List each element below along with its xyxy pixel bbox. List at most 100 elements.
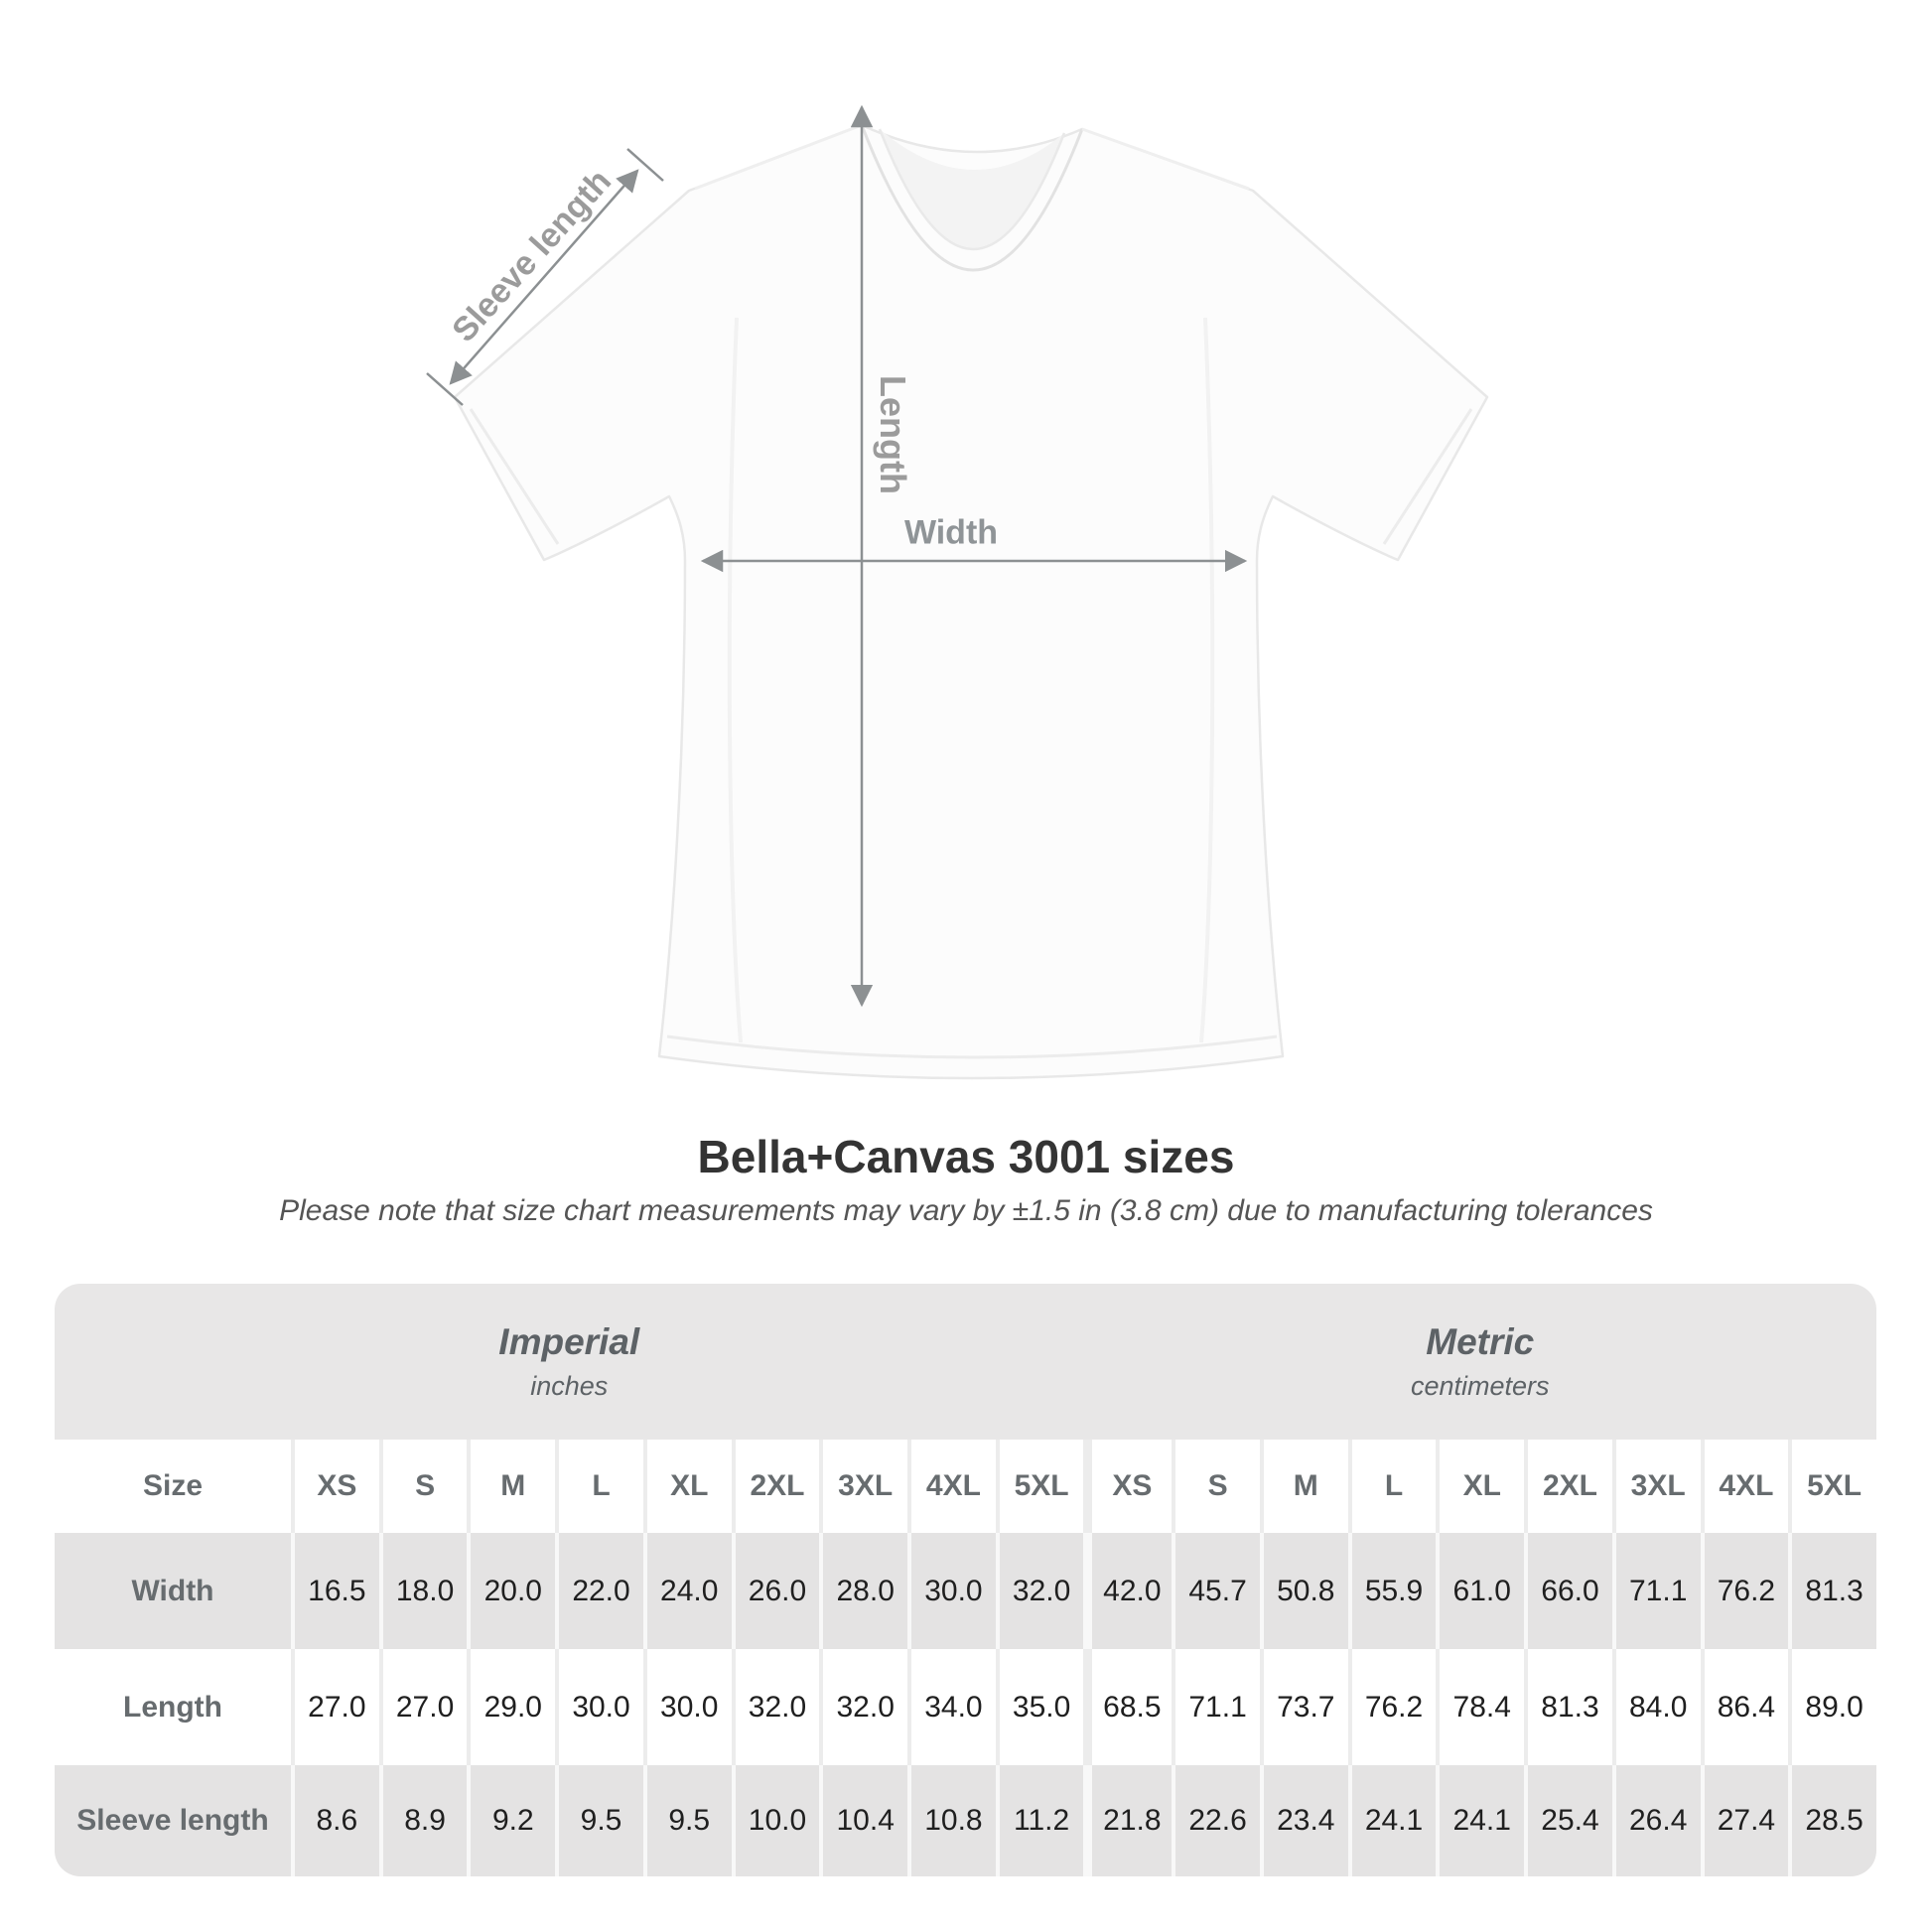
cell: 55.9	[1347, 1533, 1437, 1649]
cell: 45.7	[1172, 1533, 1260, 1649]
column-header: S	[1172, 1440, 1260, 1533]
column-header: M	[1259, 1440, 1348, 1533]
cell: 9.5	[642, 1765, 732, 1876]
cell: 81.3	[1524, 1649, 1612, 1765]
table-row-width: Width 16.5 18.0 20.0 22.0 24.0 26.0 28.0…	[55, 1533, 1876, 1649]
cell: 32.0	[995, 1533, 1084, 1649]
cell: 10.0	[731, 1765, 820, 1876]
hem-stitch	[666, 1035, 1278, 1059]
imperial-unit: inches	[530, 1371, 609, 1401]
size-col-header: Size	[142, 1469, 204, 1502]
cell: 9.5	[555, 1765, 643, 1876]
cell: 21.8	[1083, 1765, 1172, 1876]
cell: 86.4	[1700, 1649, 1789, 1765]
length-label: Length	[873, 375, 913, 494]
cell: 27.0	[291, 1649, 379, 1765]
cell: 76.2	[1700, 1533, 1789, 1649]
cell: 26.0	[731, 1533, 820, 1649]
metric-group-header: Metric centimeters	[1084, 1284, 1877, 1440]
cell: 10.8	[907, 1765, 996, 1876]
table-row-length: Length 27.0 27.0 29.0 30.0 30.0 32.0 32.…	[55, 1649, 1876, 1765]
size-table: Imperial inches Metric centimeters Size …	[55, 1284, 1876, 1876]
cell: 27.0	[378, 1649, 468, 1765]
cell: 73.7	[1259, 1649, 1348, 1765]
column-header: 4XL	[907, 1440, 996, 1533]
right-cuff-seam	[1382, 408, 1473, 545]
page-title: Bella+Canvas 3001 sizes	[697, 1131, 1235, 1182]
column-header: 5XL	[1788, 1440, 1876, 1533]
width-label: Width	[903, 513, 999, 552]
cell: 34.0	[907, 1649, 996, 1765]
column-header: 2XL	[1524, 1440, 1612, 1533]
cell: 68.5	[1083, 1649, 1172, 1765]
column-header: XL	[642, 1440, 732, 1533]
cell: 89.0	[1788, 1649, 1876, 1765]
size-header-row: Size XS S M L XL 2XL 3XL 4XL 5XL XS S M …	[55, 1440, 1876, 1533]
page-subtitle: Please note that size chart measurements…	[279, 1194, 1653, 1227]
imperial-group-header: Imperial inches	[55, 1284, 1084, 1440]
cell: 28.0	[819, 1533, 907, 1649]
right-shoulder-seam	[1081, 127, 1250, 191]
column-header: M	[467, 1440, 555, 1533]
cell: 23.4	[1259, 1765, 1348, 1876]
cell: 30.0	[907, 1533, 996, 1649]
neck-opening	[880, 129, 1064, 250]
tshirt-diagram: Sleeve length Length Width	[426, 104, 1489, 1080]
metric-unit: centimeters	[1410, 1371, 1550, 1401]
cell: 18.0	[378, 1533, 468, 1649]
cell: 10.4	[819, 1765, 907, 1876]
left-cuff-seam	[469, 408, 560, 545]
body-fold-left	[727, 317, 743, 1043]
cell: 81.3	[1788, 1533, 1876, 1649]
cell: 42.0	[1083, 1533, 1172, 1649]
cell: 24.0	[642, 1533, 732, 1649]
row-label: Length	[123, 1690, 222, 1724]
cell: 76.2	[1347, 1649, 1437, 1765]
cell: 22.6	[1172, 1765, 1260, 1876]
cell: 71.1	[1611, 1533, 1701, 1649]
column-header: XL	[1436, 1440, 1524, 1533]
cell: 28.5	[1788, 1765, 1876, 1876]
left-shoulder-seam	[694, 123, 863, 191]
row-label: Width	[131, 1574, 214, 1607]
cell: 22.0	[555, 1533, 643, 1649]
column-header: XS	[291, 1440, 379, 1533]
metric-label: Metric	[1426, 1321, 1535, 1362]
body-fold-right	[1199, 317, 1215, 1043]
cell: 71.1	[1172, 1649, 1260, 1765]
cell: 24.1	[1347, 1765, 1437, 1876]
column-header: 3XL	[819, 1440, 907, 1533]
cell: 26.4	[1611, 1765, 1701, 1876]
imperial-label: Imperial	[498, 1321, 640, 1362]
cell: 11.2	[995, 1765, 1084, 1876]
tshirt-illustration	[426, 104, 1489, 1080]
column-header: 5XL	[995, 1440, 1084, 1533]
collar-outer-edge	[860, 124, 1084, 272]
cell: 35.0	[995, 1649, 1084, 1765]
unit-band-row: Imperial inches Metric centimeters	[55, 1284, 1876, 1440]
cell: 29.0	[467, 1649, 555, 1765]
row-label: Sleeve length	[76, 1804, 269, 1837]
cell: 50.8	[1259, 1533, 1348, 1649]
cell: 20.0	[467, 1533, 555, 1649]
cell: 30.0	[555, 1649, 643, 1765]
cell: 32.0	[819, 1649, 907, 1765]
column-header: 2XL	[731, 1440, 820, 1533]
cell: 24.1	[1436, 1765, 1524, 1876]
cell: 78.4	[1436, 1649, 1524, 1765]
cell: 25.4	[1524, 1765, 1612, 1876]
tshirt-outline	[453, 123, 1489, 1080]
column-header: 3XL	[1611, 1440, 1701, 1533]
cell: 8.9	[378, 1765, 468, 1876]
cell: 84.0	[1611, 1649, 1701, 1765]
sleeve-length-arrow	[426, 148, 664, 406]
cell: 61.0	[1436, 1533, 1524, 1649]
cell: 8.6	[291, 1765, 379, 1876]
cell: 16.5	[291, 1533, 379, 1649]
column-header: L	[1347, 1440, 1437, 1533]
collar-inner-edge	[878, 128, 1066, 251]
table-row-sleeve-length: Sleeve length 8.6 8.9 9.2 9.5 9.5 10.0 1…	[55, 1765, 1876, 1876]
cell: 27.4	[1700, 1765, 1789, 1876]
column-header: 4XL	[1700, 1440, 1789, 1533]
